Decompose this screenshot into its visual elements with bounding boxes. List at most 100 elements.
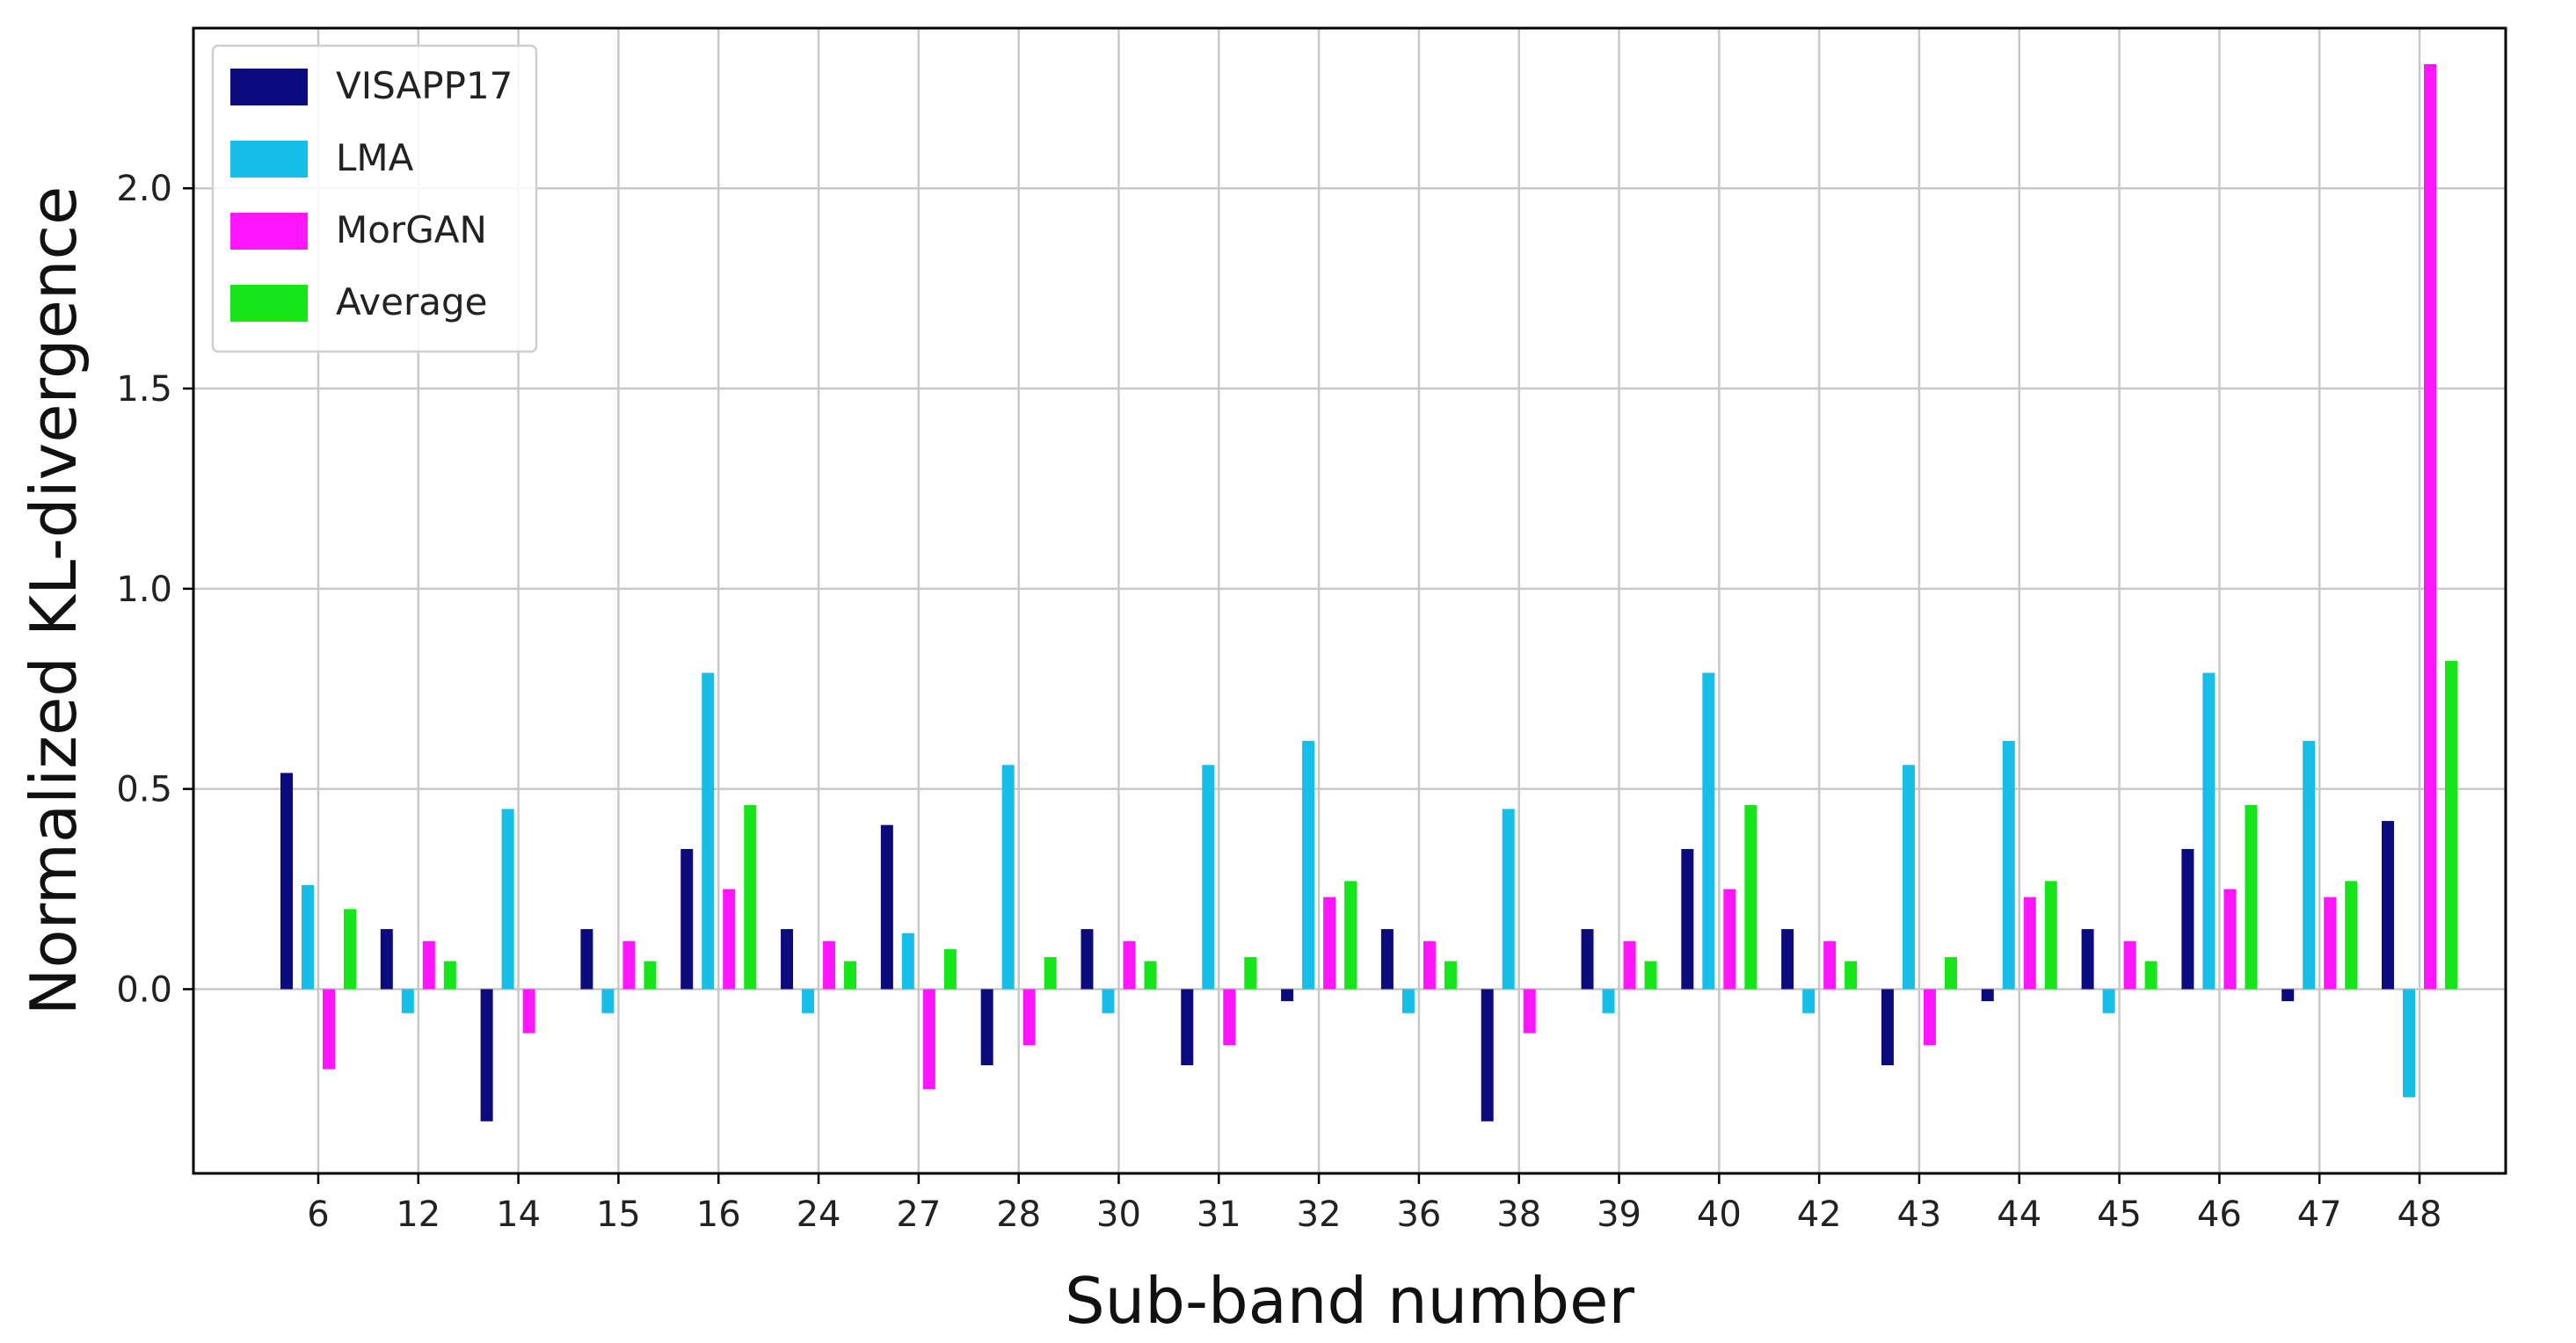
x-tick-label: 12 [396,1194,440,1235]
bar-morgan [1723,889,1736,990]
bar-lma [2303,740,2316,990]
bar-lma [2403,989,2415,1098]
legend-swatch-visapp17 [230,69,308,105]
bar-morgan [2324,897,2337,990]
bar-average [1244,956,1257,990]
bar-visapp17 [1681,848,1694,990]
x-tick-label: 45 [2097,1194,2142,1235]
bar-visapp17 [1281,989,1294,1002]
x-tick-label: 44 [1997,1194,2041,1235]
bar-average [1144,961,1157,990]
bar-lma [802,989,815,1013]
x-tick-label: 42 [1797,1194,1842,1235]
x-tick-label: 6 [307,1194,329,1235]
y-tick-label: 0.0 [116,969,172,1010]
bar-average [844,961,857,990]
x-tick-label: 39 [1597,1194,1641,1235]
bar-morgan [723,889,736,990]
bar-visapp17 [980,989,993,1065]
x-tick-label: 15 [596,1194,641,1235]
y-tick-label: 2.0 [116,169,172,209]
bar-average [2044,881,2057,990]
legend-swatch-morgan [230,213,308,250]
y-tick-label: 1.5 [116,369,172,410]
bar-morgan [2223,889,2237,990]
bar-visapp17 [2081,929,2094,990]
bar-morgan [1923,989,1936,1046]
x-tick-label: 36 [1396,1194,1441,1235]
bar-average [2445,660,2457,990]
bar-average [1044,956,1057,990]
x-tick-label: 43 [1896,1194,1941,1235]
bar-average [1444,961,1457,990]
bar-morgan [1823,940,1837,990]
legend-label-visapp17: VISAPP17 [336,64,513,107]
legend: VISAPP17 LMA MorGAN Average [211,44,538,353]
x-tick-label: 40 [1697,1194,1742,1235]
bar-morgan [1223,989,1236,1046]
bar-visapp17 [781,929,794,990]
x-tick-label: 14 [496,1194,541,1235]
bar-visapp17 [2281,989,2295,1002]
bar-lma [901,933,914,990]
bar-visapp17 [680,848,694,990]
bar-lma [401,989,414,1013]
bar-visapp17 [2382,821,2394,990]
bar-morgan [1523,989,1536,1034]
bar-average [644,961,657,990]
bar-average [1344,881,1357,990]
bar-lma [601,989,615,1013]
bar-lma [1202,765,1215,990]
x-tick-label: 48 [2398,1194,2442,1235]
bar-morgan [1323,897,1336,990]
bar-average [443,961,456,990]
bar-morgan [922,989,935,1090]
x-axis-label: Sub-band number [1065,1264,1634,1338]
bar-lma [702,672,715,990]
bar-average [1845,961,1858,990]
bar-visapp17 [2181,848,2194,990]
bar-visapp17 [580,929,593,990]
bar-visapp17 [1380,929,1394,990]
bar-average [1644,961,1657,990]
bar-morgan [422,940,435,990]
x-tick-label: 24 [797,1194,841,1235]
bar-lma [501,809,514,990]
bar-morgan [1623,940,1636,990]
bar-average [2245,804,2258,990]
bar-morgan [823,940,836,990]
legend-label-morgan: MorGAN [336,208,487,251]
bar-visapp17 [1481,989,1494,1122]
bar-lma [1602,989,1615,1013]
x-tick-label: 46 [2197,1194,2242,1235]
x-tick-label: 30 [1096,1194,1141,1235]
bar-lma [1802,989,1816,1013]
bar-visapp17 [280,773,293,990]
x-tick-label: 31 [1197,1194,1241,1235]
bar-lma [1502,809,1515,990]
x-tick-label: 28 [996,1194,1041,1235]
plot-frame [192,26,2507,1175]
bars [280,64,2457,1122]
bar-lma [1001,765,1015,990]
bar-morgan [1123,940,1136,990]
bar-morgan [522,989,535,1034]
y-tick-label: 1.0 [116,570,172,610]
bar-average [2144,961,2158,990]
legend-swatch-lma [230,141,308,178]
bar-lma [1102,989,1115,1013]
bar-lma [1401,989,1415,1013]
bar-average [344,909,356,990]
y-axis-label: Normalized KL-divergence [17,186,91,1016]
bar-average [943,948,957,990]
bar-visapp17 [1081,929,1094,990]
bar-morgan [2123,940,2136,990]
bar-average [2345,881,2358,990]
x-tick-label: 16 [696,1194,741,1235]
legend-label-average: Average [336,280,487,323]
bar-lma [302,884,314,990]
legend-label-lma: LMA [336,136,414,179]
x-tick-label: 32 [1297,1194,1342,1235]
